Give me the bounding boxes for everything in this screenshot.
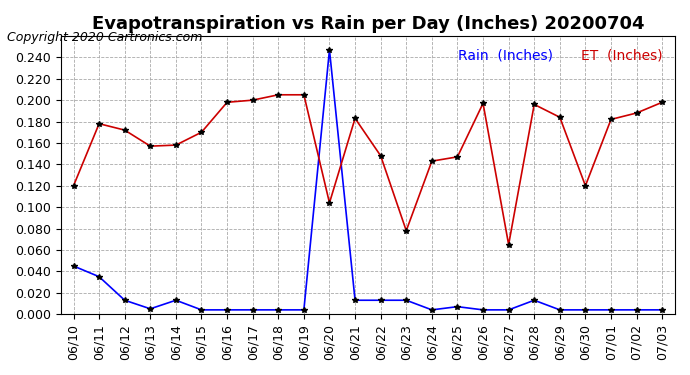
ET  (Inches) (70, 183, 78, 188)
Rain  (Inches) (95, 274, 104, 279)
ET  (Inches) (172, 143, 180, 147)
ET  (Inches) (377, 153, 385, 158)
Rain  (Inches) (428, 308, 436, 312)
Rain  (Inches) (351, 298, 359, 303)
Rain  (Inches) (607, 308, 615, 312)
ET  (Inches) (607, 117, 615, 122)
Title: Evapotranspiration vs Rain per Day (Inches) 20200704: Evapotranspiration vs Rain per Day (Inch… (92, 15, 644, 33)
Rain  (Inches) (248, 308, 257, 312)
ET  (Inches) (95, 122, 104, 126)
ET  (Inches) (633, 111, 641, 115)
Rain  (Inches) (70, 264, 78, 268)
ET  (Inches) (530, 102, 538, 106)
ET  (Inches) (555, 115, 564, 120)
Rain  (Inches) (146, 306, 155, 311)
ET  (Inches) (428, 159, 436, 164)
Rain  (Inches) (658, 308, 667, 312)
Rain  (Inches) (633, 308, 641, 312)
Text: Copyright 2020 Cartronics.com: Copyright 2020 Cartronics.com (7, 31, 202, 44)
ET  (Inches) (504, 242, 513, 247)
ET  (Inches) (453, 154, 462, 159)
ET  (Inches) (325, 201, 333, 205)
Rain  (Inches) (197, 308, 206, 312)
ET  (Inches) (223, 100, 231, 105)
ET  (Inches) (581, 183, 589, 188)
Rain  (Inches) (299, 308, 308, 312)
Line: Rain  (Inches): Rain (Inches) (71, 47, 665, 313)
ET  (Inches) (274, 93, 282, 97)
Rain  (Inches) (172, 298, 180, 303)
ET  (Inches) (146, 144, 155, 148)
ET  (Inches) (351, 116, 359, 121)
ET  (Inches) (121, 128, 129, 132)
Rain  (Inches) (223, 308, 231, 312)
Rain  (Inches) (504, 308, 513, 312)
Rain  (Inches) (274, 308, 282, 312)
Rain  (Inches) (377, 298, 385, 303)
ET  (Inches) (197, 130, 206, 135)
Rain  (Inches) (555, 308, 564, 312)
Rain  (Inches) (121, 298, 129, 303)
Rain  (Inches) (479, 308, 487, 312)
ET  (Inches) (248, 98, 257, 102)
Line: ET  (Inches): ET (Inches) (71, 92, 665, 248)
Rain  (Inches) (581, 308, 589, 312)
ET  (Inches) (479, 101, 487, 106)
Legend: Rain  (Inches), ET  (Inches): Rain (Inches), ET (Inches) (453, 43, 668, 68)
ET  (Inches) (299, 93, 308, 97)
ET  (Inches) (402, 228, 411, 233)
Rain  (Inches) (530, 298, 538, 303)
ET  (Inches) (658, 100, 667, 105)
Rain  (Inches) (453, 304, 462, 309)
Rain  (Inches) (402, 298, 411, 303)
Rain  (Inches) (325, 48, 333, 52)
